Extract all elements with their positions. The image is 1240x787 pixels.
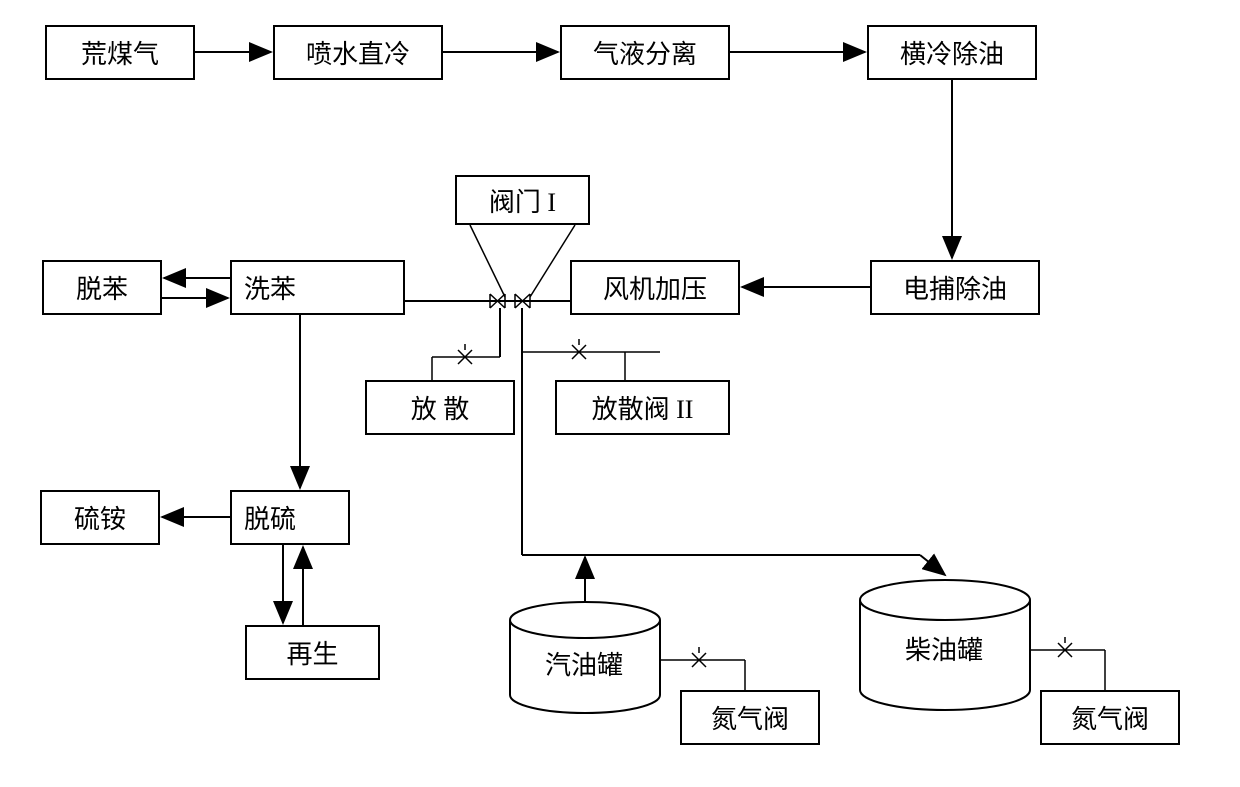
node-vent: 放 散 [365, 380, 515, 435]
node-spray-cool: 喷水直冷 [273, 25, 443, 80]
node-label: 氮气阀 [1071, 699, 1149, 736]
node-label: 气液分离 [593, 34, 697, 71]
node-fan-press: 风机加压 [570, 260, 740, 315]
node-label: 硫铵 [74, 499, 126, 536]
node-label: 再生 [286, 634, 338, 671]
node-regen: 再生 [245, 625, 380, 680]
node-label: 脱硫 [244, 499, 296, 536]
node-label: 洗苯 [244, 269, 296, 306]
diagram-canvas: 荒煤气 喷水直冷 气液分离 横冷除油 阀门 I 脱苯 洗苯 风机加压 电捕除油 … [0, 0, 1240, 787]
into-diesel [920, 555, 945, 575]
node-debenzene: 脱苯 [42, 260, 162, 315]
node-label: 横冷除油 [900, 34, 1004, 71]
node-gas-liq-sep: 气液分离 [560, 25, 730, 80]
node-label: 脱苯 [76, 269, 128, 306]
node-label: 放 散 [411, 389, 470, 426]
node-wash-benzene: 洗苯 [230, 260, 405, 315]
node-label: 喷水直冷 [306, 34, 410, 71]
node-n2-valve-b: 氮气阀 [1040, 690, 1180, 745]
node-cross-cool: 横冷除油 [867, 25, 1037, 80]
node-ammon-sulf: 硫铵 [40, 490, 160, 545]
node-elec-catch: 电捕除油 [870, 260, 1040, 315]
bowtie-ventvalve2 [572, 339, 586, 359]
bowtie-n2a [692, 647, 706, 667]
bowtie-n2b [1058, 637, 1072, 657]
node-label: 放散阀 II [592, 389, 694, 426]
node-raw-gas: 荒煤气 [45, 25, 195, 80]
node-desulfur: 脱硫 [230, 490, 350, 545]
node-label: 荒煤气 [81, 34, 159, 71]
node-label: 电捕除油 [903, 269, 1007, 306]
bowtie-vent [458, 344, 472, 364]
node-label: 氮气阀 [711, 699, 789, 736]
valve1-lead-left [470, 225, 505, 297]
node-label: 阀门 I [489, 182, 556, 219]
node-n2-valve-a: 氮气阀 [680, 690, 820, 745]
node-label: 风机加压 [603, 269, 707, 306]
node-vent-valve-2: 放散阀 II [555, 380, 730, 435]
tank-diesel-label: 柴油罐 [905, 630, 983, 667]
tank-gasoline-label: 汽油罐 [545, 645, 623, 682]
butterfly-valve-pair [490, 294, 530, 308]
valve1-lead-right [530, 225, 575, 297]
node-valve-1: 阀门 I [455, 175, 590, 225]
